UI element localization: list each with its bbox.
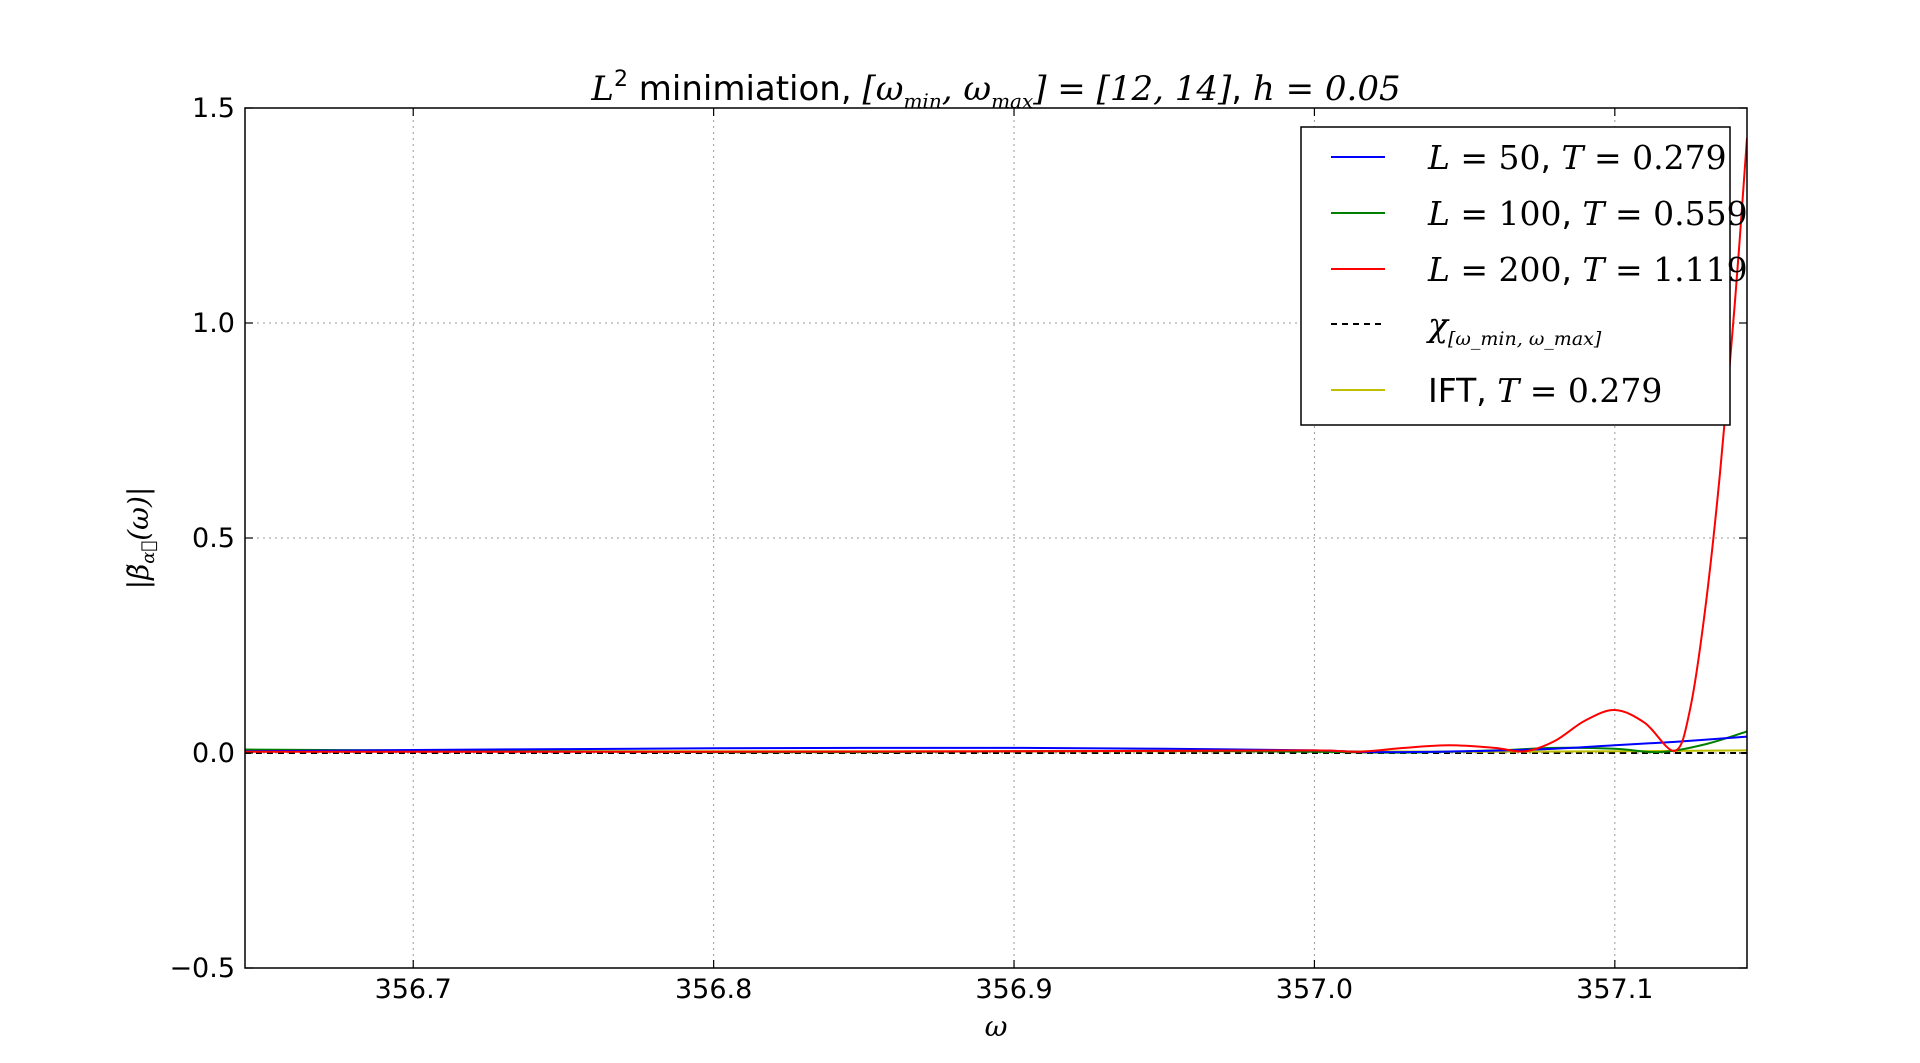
series-line-0 — [245, 735, 1747, 754]
x-tick-label: 356.9 — [975, 974, 1052, 1005]
legend: L = 50, T = 0.279 L = 100, T = 0.559 L = 2… — [1300, 126, 1748, 426]
y-tick-label: 1.0 — [192, 308, 235, 339]
y-tick-label: 0.0 — [192, 738, 235, 769]
legend-label-1: L = 100, T = 0.559 — [1427, 194, 1748, 233]
y-tick-label: 1.5 — [192, 93, 235, 124]
chart-title: L2 minimiation, [ωmin, ωmax] = [12, 14],… — [590, 67, 1400, 113]
x-tick-label: 357.1 — [1576, 974, 1653, 1005]
x-tick-label: 357.0 — [1276, 974, 1353, 1005]
x-tick-label: 356.7 — [375, 974, 452, 1005]
legend-label-4: IFT, T = 0.279 — [1428, 371, 1662, 410]
y-axis-label: |β̃α⃗(ω)| — [122, 487, 159, 590]
legend-label-3: χ[ω_min, ω_max] — [1426, 305, 1602, 350]
series-layer — [245, 138, 1747, 755]
x-tick-label: 356.8 — [675, 974, 752, 1005]
legend-label-2: L = 200, T = 1.119 — [1427, 250, 1748, 289]
y-tick-label: −0.5 — [169, 953, 235, 984]
tick-layer: 356.7 356.8 356.9 357.0 357.1 −0.5 0.0 0.5 1.0 1.… — [169, 93, 1747, 1005]
series-line-2 — [245, 138, 1747, 753]
x-axis-label: ω — [985, 1010, 1008, 1043]
legend-label-0: L = 50, T = 0.279 — [1427, 138, 1727, 177]
y-tick-label: 0.5 — [192, 523, 235, 554]
legend-box — [1300, 126, 1731, 426]
